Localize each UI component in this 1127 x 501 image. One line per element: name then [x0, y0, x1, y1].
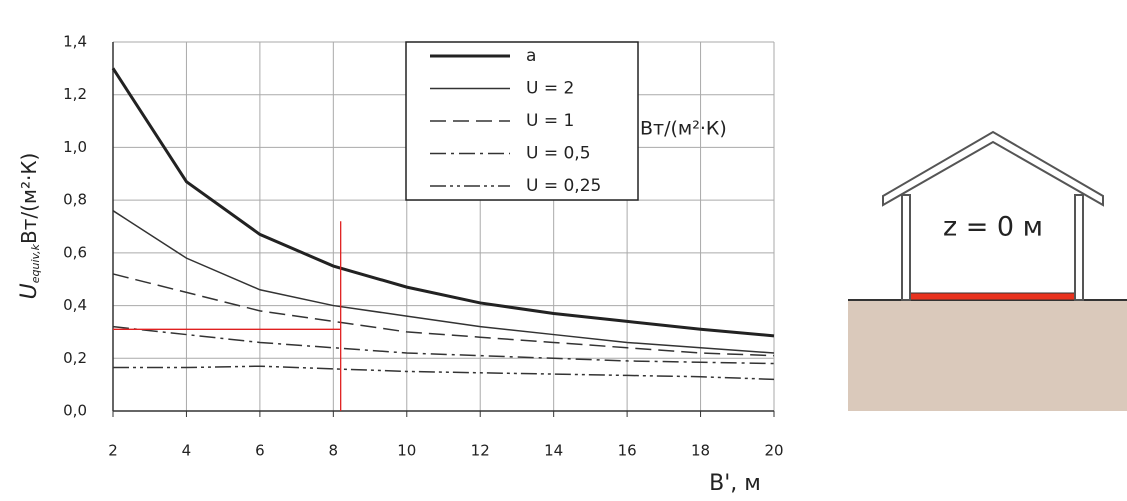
legend-label: U = 1 — [526, 111, 574, 131]
y-tick-label: 0,8 — [63, 191, 87, 209]
y-label-subscript: equiv,k — [29, 243, 42, 283]
ground — [848, 300, 1127, 411]
x-tick-label: 14 — [544, 442, 563, 460]
house-diagram: z = 0 м — [848, 130, 1127, 411]
diagram-label: z = 0 м — [943, 212, 1043, 243]
x-tick-label: 10 — [397, 442, 416, 460]
x-axis-label: B', м — [709, 471, 761, 496]
x-tick-label: 20 — [764, 442, 783, 460]
floor-slab — [909, 292, 1076, 301]
x-tick-label: 18 — [691, 442, 710, 460]
y-tick-label: 1,2 — [63, 85, 87, 103]
series-line — [113, 365, 775, 381]
x-tick-label: 8 — [329, 442, 339, 460]
x-tick-label: 6 — [255, 442, 265, 460]
y-tick-label: 0,0 — [63, 402, 87, 420]
y-axis-label: Uequiv,kВт/(м²·К) — [17, 153, 43, 300]
series-line — [112, 210, 775, 354]
legend-unit: Вт/(м²·К) — [640, 118, 727, 140]
x-tick-label: 12 — [471, 442, 490, 460]
wall-right — [1074, 194, 1084, 301]
y-tick-label: 0,4 — [63, 296, 87, 314]
series-line — [112, 273, 775, 357]
series-line — [112, 325, 775, 365]
y-tick-label: 1,0 — [63, 138, 87, 156]
y-label-unit: Вт/(м²·К) — [17, 153, 41, 244]
legend: a U = 2 U = 1 U = 0,5 U = 0,25 Вт/(м²·К) — [405, 41, 727, 201]
legend-label: U = 0,5 — [526, 144, 591, 164]
y-tick-label: 1,4 — [63, 33, 87, 51]
y-tick-label: 0,6 — [63, 243, 87, 261]
x-tick-label: 2 — [108, 442, 118, 460]
legend-label: U = 0,25 — [526, 176, 601, 196]
series-line — [111, 67, 775, 338]
legend-label: U = 2 — [526, 79, 574, 99]
x-tick-label: 4 — [182, 442, 192, 460]
legend-label: a — [526, 46, 536, 66]
y-tick-label: 0,2 — [63, 349, 87, 367]
wall-left — [901, 194, 911, 301]
x-tick-label: 16 — [618, 442, 637, 460]
roof — [882, 130, 1104, 207]
y-label-symbol: U — [17, 283, 42, 299]
